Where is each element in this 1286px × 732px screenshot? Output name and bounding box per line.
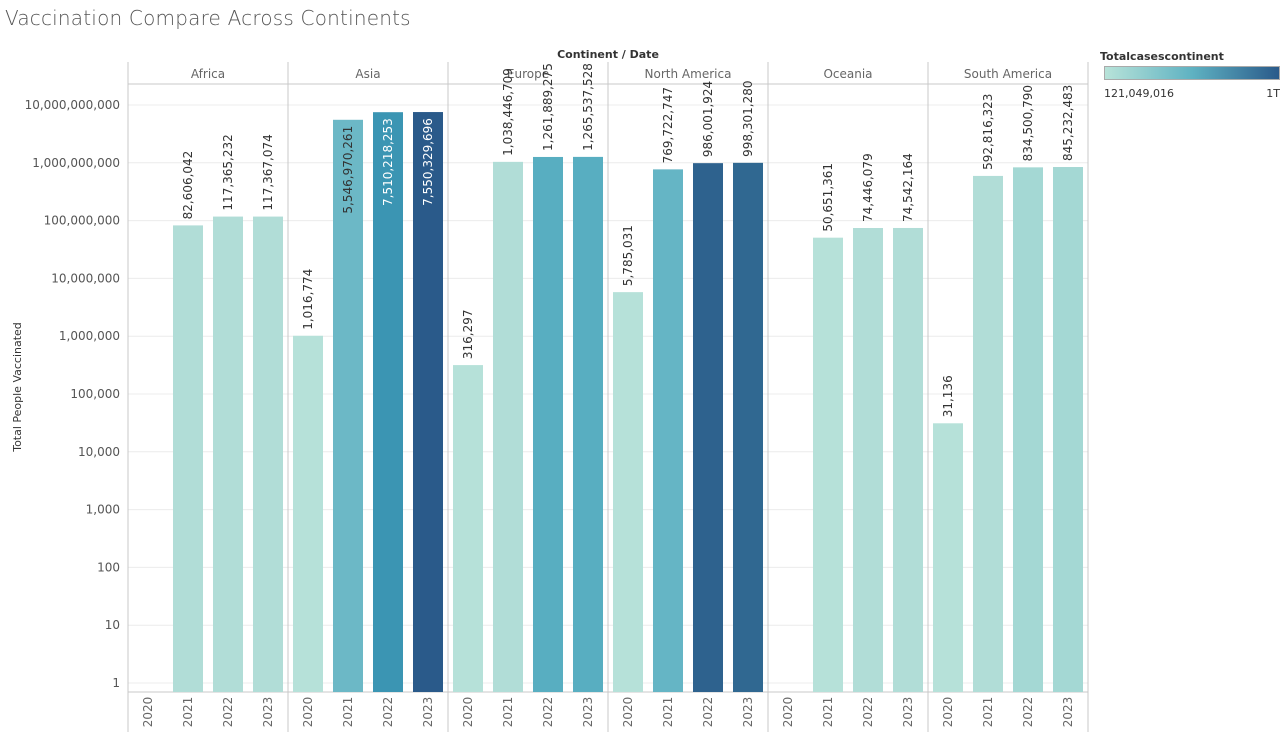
x-tick-label: 2021: [661, 697, 675, 728]
data-label: 316,297: [461, 309, 475, 359]
bar: [653, 169, 683, 692]
data-label: 834,500,790: [1021, 85, 1035, 161]
data-label: 5,785,031: [621, 225, 635, 286]
bar: [573, 156, 603, 693]
data-label: 1,038,446,709: [501, 68, 515, 156]
y-tick-label: 10,000,000: [51, 271, 120, 285]
bar: [1053, 167, 1083, 693]
bar: [293, 335, 323, 692]
y-tick-label: 1,000,000: [59, 329, 120, 343]
x-tick-label: 2022: [861, 697, 875, 728]
bar: [813, 237, 843, 693]
y-tick-label: 100,000: [70, 387, 120, 401]
bar: [693, 163, 723, 692]
bar: [453, 365, 483, 692]
data-label: 1,265,537,528: [581, 63, 595, 151]
x-tick-label: 2020: [941, 697, 955, 728]
bar: [933, 423, 963, 692]
x-tick-label: 2022: [221, 697, 235, 728]
bar: [733, 162, 763, 693]
y-tick-label: 10: [105, 618, 120, 632]
x-tick-label: 2022: [1021, 697, 1035, 728]
y-tick-label: 100,000,000: [44, 214, 120, 228]
y-tick-label: 10,000,000,000: [25, 98, 120, 112]
bar: [853, 228, 883, 692]
x-tick-label: 2021: [181, 697, 195, 728]
data-label: 5,546,970,261: [341, 126, 355, 214]
data-label: 74,542,164: [901, 153, 915, 222]
bar: [173, 225, 203, 692]
x-tick-label: 2023: [261, 697, 275, 728]
x-tick-label: 2021: [341, 697, 355, 728]
legend-color-ramp[interactable]: [1104, 66, 1280, 80]
legend-max-label: 1T: [1266, 87, 1280, 100]
y-tick-label: 1,000,000,000: [32, 156, 120, 170]
x-tick-label: 2023: [1061, 697, 1075, 728]
x-tick-label: 2023: [741, 697, 755, 728]
data-label: 998,301,280: [741, 80, 755, 156]
data-label: 74,446,079: [861, 153, 875, 222]
x-tick-label: 2022: [381, 697, 395, 728]
data-label: 7,510,218,253: [381, 118, 395, 206]
continent-header: South America: [964, 67, 1052, 81]
y-axis-title: Total People Vaccinated: [11, 322, 24, 453]
bar: [893, 227, 923, 692]
x-tick-label: 2020: [141, 697, 155, 728]
y-tick-label: 1,000: [86, 503, 120, 517]
header-label: Continent / Date: [557, 48, 659, 61]
x-tick-label: 2021: [981, 697, 995, 728]
bar: [1013, 167, 1043, 692]
bar: [213, 216, 243, 692]
data-label: 117,367,074: [261, 134, 275, 210]
data-label: 31,136: [941, 375, 955, 417]
x-tick-label: 2020: [781, 697, 795, 728]
legend-min-label: 121,049,016: [1104, 87, 1174, 100]
data-label: 7,550,329,696: [421, 118, 435, 206]
bar: [253, 216, 283, 692]
x-tick-label: 2022: [701, 697, 715, 728]
x-tick-label: 2021: [821, 697, 835, 728]
x-tick-label: 2022: [541, 697, 555, 728]
x-tick-label: 2023: [421, 697, 435, 728]
y-tick-label: 1: [112, 676, 120, 690]
continent-header: Europe: [507, 67, 549, 81]
x-tick-label: 2020: [621, 697, 635, 728]
bar: [373, 112, 403, 693]
continent-header: North America: [645, 67, 732, 81]
x-tick-label: 2020: [301, 697, 315, 728]
legend-title: Totalcasescontinent: [1100, 50, 1224, 63]
y-tick-label: 10,000: [78, 445, 120, 459]
data-label: 1,261,889,275: [541, 63, 555, 151]
x-tick-label: 2023: [581, 697, 595, 728]
bar: [613, 292, 643, 692]
bar: [973, 175, 1003, 692]
continent-header: Africa: [191, 67, 225, 81]
x-tick-label: 2023: [901, 697, 915, 728]
bar: [493, 161, 523, 692]
data-label: 592,816,323: [981, 94, 995, 170]
data-label: 50,651,361: [821, 163, 835, 232]
continent-header: Oceania: [823, 67, 872, 81]
x-tick-label: 2020: [461, 697, 475, 728]
data-label: 769,722,747: [661, 87, 675, 163]
bar: [333, 119, 363, 692]
data-label: 82,606,042: [181, 151, 195, 220]
data-label: 845,232,483: [1061, 85, 1075, 161]
bar: [533, 156, 563, 693]
bar: [413, 112, 443, 692]
page-title: Vaccination Compare Across Continents: [5, 6, 411, 30]
y-tick-label: 100: [97, 560, 120, 574]
continent-header: Asia: [355, 67, 380, 81]
x-tick-label: 2021: [501, 697, 515, 728]
data-label: 986,001,924: [701, 81, 715, 157]
data-label: 1,016,774: [301, 269, 315, 330]
data-label: 117,365,232: [221, 134, 235, 210]
